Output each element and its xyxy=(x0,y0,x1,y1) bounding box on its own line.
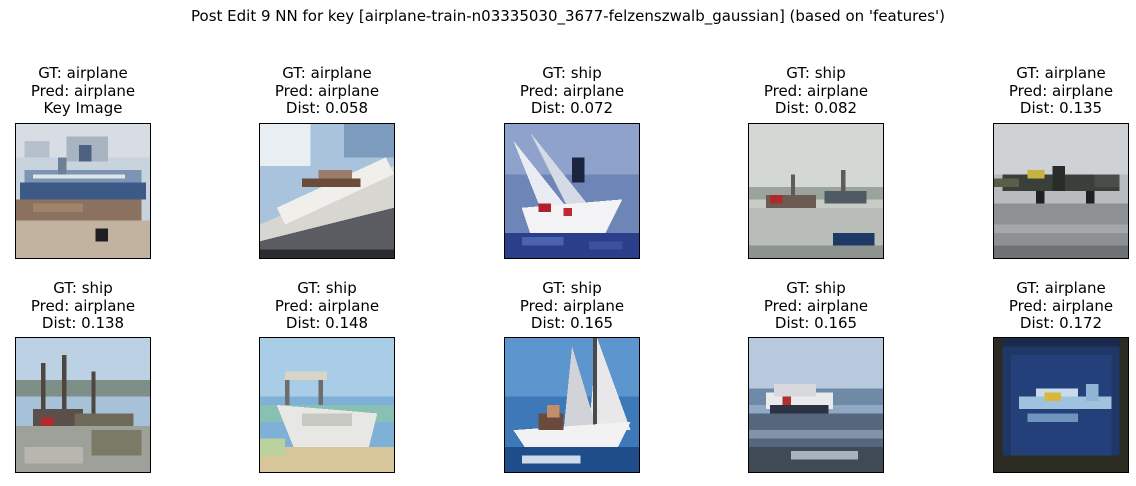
pred-label: Pred: airplane xyxy=(274,296,380,315)
neighbor-6-thumbnail xyxy=(259,337,395,473)
panel-caption: GT: airplane Pred: airplane Dist: 0.172 xyxy=(953,279,1136,333)
panel-caption: GT: airplane Pred: airplane Key Image xyxy=(0,64,191,118)
distance-label: Dist: 0.072 xyxy=(530,99,614,117)
pred-label: Pred: airplane xyxy=(274,81,380,100)
pred-label: Pred: airplane xyxy=(763,81,869,100)
gt-label: GT: airplane xyxy=(38,64,128,82)
pred-label: Pred: airplane xyxy=(30,296,136,315)
distance-label: Dist: 0.165 xyxy=(530,314,614,332)
panel-caption: GT: ship Pred: airplane Dist: 0.138 xyxy=(0,279,191,333)
distance-label: Dist: 0.082 xyxy=(774,99,858,117)
gt-label: GT: airplane xyxy=(1016,64,1106,82)
distance-label: Dist: 0.138 xyxy=(41,314,125,332)
neighbor-5-thumbnail xyxy=(15,337,151,473)
panel-caption: GT: ship Pred: airplane Dist: 0.165 xyxy=(464,279,680,333)
gt-label: GT: ship xyxy=(786,64,846,82)
neighbor-4-thumbnail xyxy=(993,123,1129,259)
pred-label: Pred: airplane xyxy=(763,296,869,315)
distance-label: Dist: 0.058 xyxy=(285,99,369,117)
gt-label: GT: airplane xyxy=(1016,279,1106,297)
distance-label: Dist: 0.148 xyxy=(285,314,369,332)
gt-label: GT: airplane xyxy=(282,64,372,82)
distance-label: Dist: 0.165 xyxy=(774,314,858,332)
neighbor-7-thumbnail xyxy=(504,337,640,473)
pred-label: Pred: airplane xyxy=(1008,81,1114,100)
neighbor-8-thumbnail xyxy=(748,337,884,473)
neighbor-2-thumbnail xyxy=(504,123,640,259)
panel-caption: GT: ship Pred: airplane Dist: 0.082 xyxy=(708,64,924,118)
distance-label: Dist: 0.135 xyxy=(1019,99,1103,117)
pred-label: Pred: airplane xyxy=(519,81,625,100)
gt-label: GT: ship xyxy=(53,279,113,297)
pred-label: Pred: airplane xyxy=(1008,296,1114,315)
gt-label: GT: ship xyxy=(542,279,602,297)
panel-caption: GT: airplane Pred: airplane Dist: 0.135 xyxy=(953,64,1136,118)
gt-label: GT: ship xyxy=(542,64,602,82)
panel-caption: GT: ship Pred: airplane Dist: 0.148 xyxy=(219,279,435,333)
panel-caption: GT: airplane Pred: airplane Dist: 0.058 xyxy=(219,64,435,118)
pred-label: Pred: airplane xyxy=(519,296,625,315)
neighbor-9-thumbnail xyxy=(993,337,1129,473)
key-image-thumbnail xyxy=(15,123,151,259)
gt-label: GT: ship xyxy=(786,279,846,297)
key-image-label: Key Image xyxy=(43,99,123,117)
figure-title: Post Edit 9 NN for key [airplane-train-n… xyxy=(191,7,945,25)
panel-caption: GT: ship Pred: airplane Dist: 0.072 xyxy=(464,64,680,118)
gt-label: GT: ship xyxy=(297,279,357,297)
neighbor-3-thumbnail xyxy=(748,123,884,259)
neighbor-1-thumbnail xyxy=(259,123,395,259)
panel-caption: GT: ship Pred: airplane Dist: 0.165 xyxy=(708,279,924,333)
distance-label: Dist: 0.172 xyxy=(1019,314,1103,332)
pred-label: Pred: airplane xyxy=(30,81,136,100)
